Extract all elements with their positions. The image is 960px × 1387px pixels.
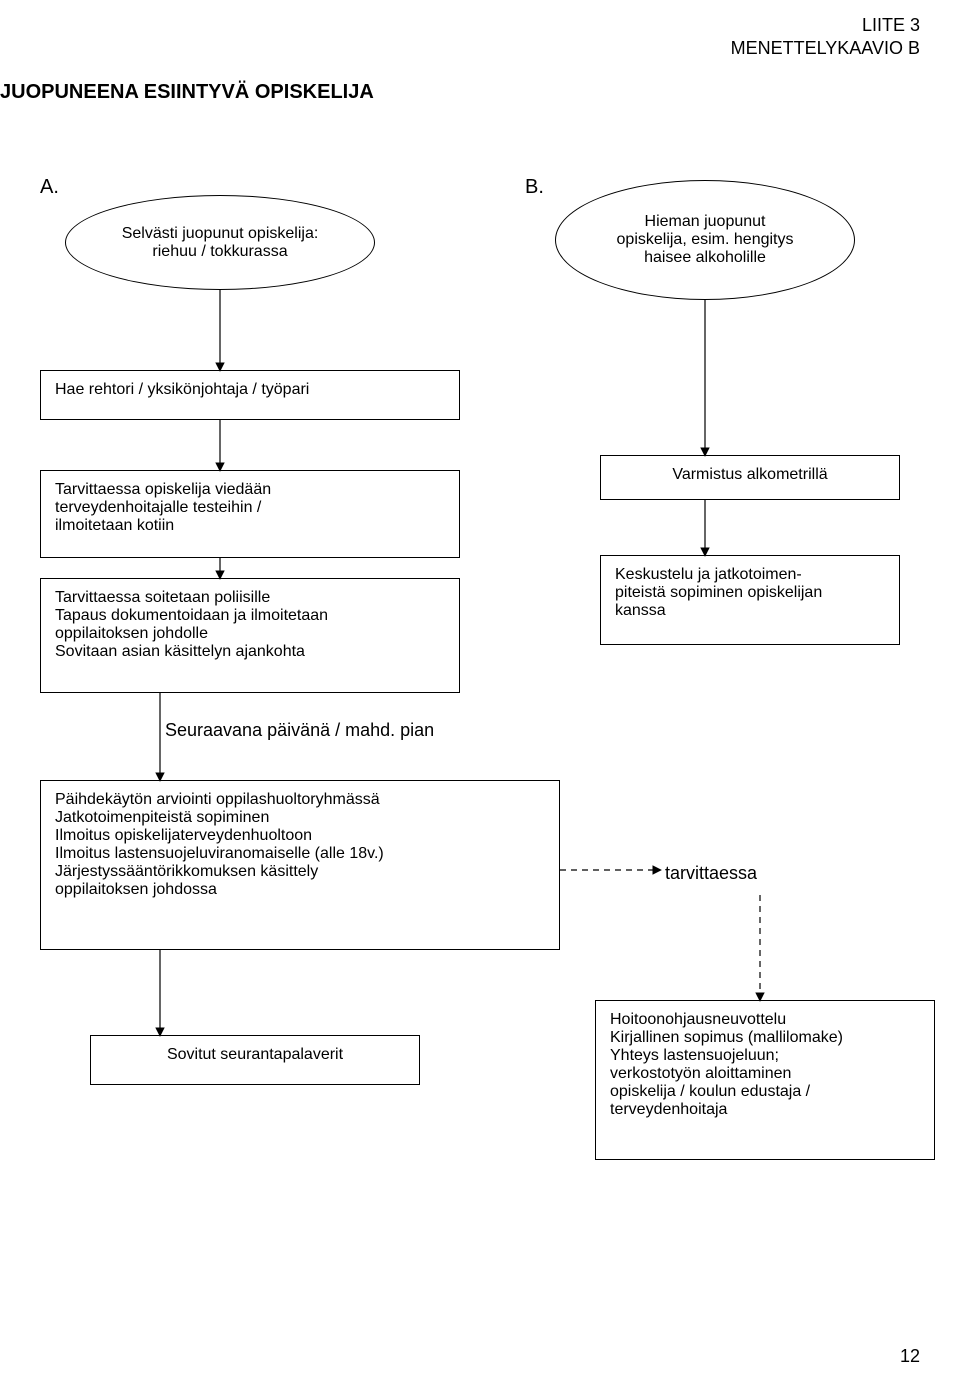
label-B: B. (525, 175, 544, 199)
node-ellipse-A: Selvästi juopunut opiskelija:riehuu / to… (65, 195, 375, 290)
node-rect-6: Varmistus alkometrillä (600, 455, 900, 500)
node-rect-2: Tarvittaessa opiskelija viedäänterveyden… (40, 470, 460, 558)
node-text: Päihdekäytön arviointi oppilashuoltoryhm… (55, 791, 384, 898)
label-A: A. (40, 175, 59, 199)
node-text: Varmistus alkometrillä (672, 466, 827, 483)
node-text: Tarvittaessa soitetaan poliisilleTapaus … (55, 589, 328, 660)
node-text: HoitoonohjausneuvotteluKirjallinen sopim… (610, 1011, 843, 1118)
node-rect-1: Hae rehtori / yksikönjohtaja / työpari (40, 370, 460, 420)
node-text: Tarvittaessa opiskelija viedäänterveyden… (55, 481, 271, 534)
node-rect-4: Päihdekäytön arviointi oppilashuoltoryhm… (40, 780, 560, 950)
node-ellipse-B: Hieman juopunutopiskelija, esim. hengity… (555, 180, 855, 300)
node-rect-3: Tarvittaessa soitetaan poliisilleTapaus … (40, 578, 460, 693)
node-rect-5: Sovitut seurantapalaverit (90, 1035, 420, 1085)
header-right-1: LIITE 3 (862, 15, 920, 37)
header-right-2: MENETTELYKAAVIO B (731, 38, 920, 60)
node-text: Sovitut seurantapalaverit (167, 1046, 343, 1063)
node-text: Selvästi juopunut opiskelija:riehuu / to… (122, 225, 319, 261)
page-number: 12 (900, 1346, 920, 1367)
node-text: Hieman juopunutopiskelija, esim. hengity… (617, 213, 794, 267)
node-rect-7: Keskustelu ja jatkotoimen-piteistä sopim… (600, 555, 900, 645)
diagram-canvas: LIITE 3 MENETTELYKAAVIO B JUOPUNEENA ESI… (0, 0, 960, 1387)
node-rect-8: HoitoonohjausneuvotteluKirjallinen sopim… (595, 1000, 935, 1160)
node-text: Keskustelu ja jatkotoimen-piteistä sopim… (615, 566, 822, 619)
node-tarvittaessa: tarvittaessa (665, 863, 757, 885)
node-floating-text: Seuraavana päivänä / mahd. pian (165, 720, 434, 742)
page-title: JUOPUNEENA ESIINTYVÄ OPISKELIJA (0, 80, 374, 104)
node-text: Hae rehtori / yksikönjohtaja / työpari (55, 381, 309, 398)
